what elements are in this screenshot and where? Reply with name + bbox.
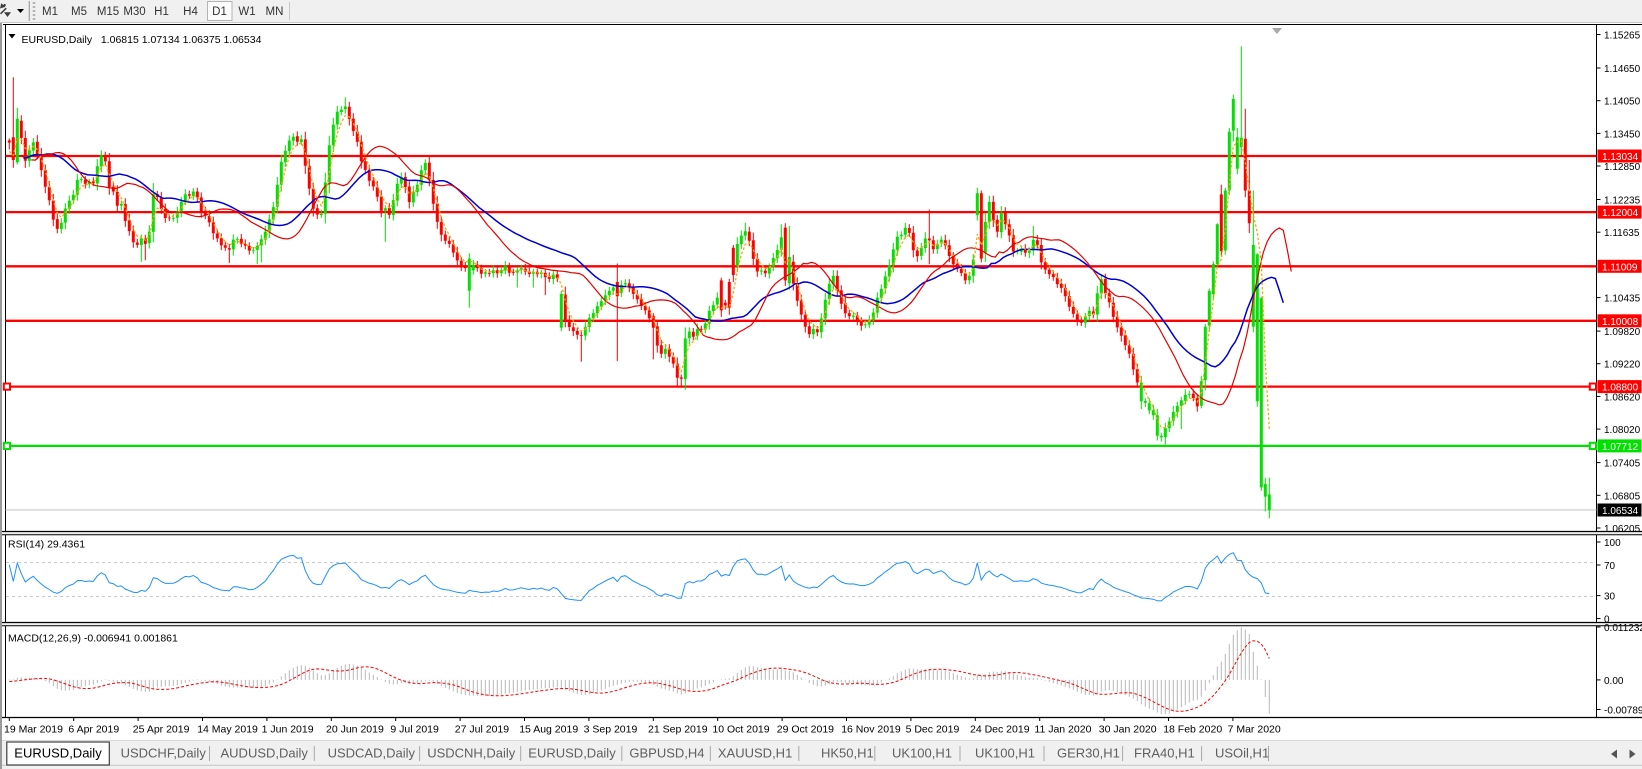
svg-text:1.07405: 1.07405 [1604,459,1641,470]
svg-text:GBPUSD,H4: GBPUSD,H4 [629,746,704,761]
svg-text:10 Oct 2019: 10 Oct 2019 [712,724,769,736]
svg-text:25 Apr 2019: 25 Apr 2019 [133,724,190,736]
svg-text:D1: D1 [212,6,227,18]
svg-text:M5: M5 [71,6,87,18]
svg-text:27 Jul 2019: 27 Jul 2019 [455,724,509,736]
svg-text:1.13034: 1.13034 [1602,152,1639,163]
svg-text:3 Sep 2019: 3 Sep 2019 [584,724,638,736]
svg-text:20 Jun 2019: 20 Jun 2019 [326,724,384,736]
svg-text:M1: M1 [42,6,58,18]
svg-text:1.07712: 1.07712 [1602,442,1639,453]
svg-text:1.08020: 1.08020 [1604,425,1641,436]
svg-text:MN: MN [266,6,284,18]
svg-text:18 Feb 2020: 18 Feb 2020 [1163,724,1222,736]
svg-text:24 Dec 2019: 24 Dec 2019 [970,724,1030,736]
svg-text:19 Mar 2019: 19 Mar 2019 [4,724,63,736]
svg-text:M30: M30 [123,6,145,18]
svg-text:70: 70 [1604,561,1616,572]
svg-text:7 Mar 2020: 7 Mar 2020 [1228,724,1281,736]
svg-text:1.13450: 1.13450 [1604,129,1641,140]
svg-text:AUDUSD,Daily: AUDUSD,Daily [221,746,309,761]
svg-text:1.12235: 1.12235 [1604,196,1641,207]
svg-text:1.12004: 1.12004 [1602,208,1639,219]
svg-text:1.08620: 1.08620 [1604,392,1641,403]
svg-text:-0.007894: -0.007894 [1604,706,1642,717]
svg-text:UK100,H1: UK100,H1 [975,746,1035,761]
svg-text:HK50,H1: HK50,H1 [821,746,874,761]
svg-text:USOil,H1: USOil,H1 [1215,746,1269,761]
svg-text:1.14050: 1.14050 [1604,97,1641,108]
svg-text:1.10435: 1.10435 [1604,294,1641,305]
svg-text:USDCHF,Daily: USDCHF,Daily [121,746,207,761]
svg-text:1.14650: 1.14650 [1604,64,1641,75]
svg-text:1.06805: 1.06805 [1604,491,1641,502]
svg-text:0: 0 [1604,615,1610,626]
svg-text:1.10008: 1.10008 [1602,317,1639,328]
svg-text:FRA40,H1: FRA40,H1 [1134,746,1195,761]
svg-text:1.06205: 1.06205 [1604,524,1641,535]
svg-text:1.15265: 1.15265 [1604,31,1641,42]
svg-text:H1: H1 [154,6,169,18]
svg-text:30 Jan 2020: 30 Jan 2020 [1099,724,1157,736]
svg-text:EURUSD,Daily: EURUSD,Daily [528,746,616,761]
svg-text:1.08800: 1.08800 [1602,383,1639,394]
svg-text:30: 30 [1604,592,1616,603]
svg-text:1.11635: 1.11635 [1604,228,1640,239]
svg-text:5 Dec 2019: 5 Dec 2019 [906,724,960,736]
svg-text:1.09220: 1.09220 [1604,360,1641,371]
svg-text:0.00: 0.00 [1604,676,1624,687]
svg-text:16 Nov 2019: 16 Nov 2019 [841,724,901,736]
svg-text:RSI(14) 29.4361: RSI(14) 29.4361 [8,539,85,551]
svg-text:15 Aug 2019: 15 Aug 2019 [519,724,578,736]
svg-text:1.11009: 1.11009 [1602,262,1638,273]
svg-text:100: 100 [1604,538,1621,549]
svg-text:9 Jul 2019: 9 Jul 2019 [390,724,439,736]
svg-text:0.011232: 0.011232 [1604,623,1642,634]
svg-text:GER30,H1: GER30,H1 [1057,746,1120,761]
svg-text:USDCAD,Daily: USDCAD,Daily [328,746,416,761]
svg-text:EURUSD,Daily 1.06815 1.07134: EURUSD,Daily 1.06815 1.07134 1.06375 1.0… [22,34,262,46]
svg-text:M15: M15 [97,6,119,18]
svg-text:MACD(12,26,9) -0.006941 0.0018: MACD(12,26,9) -0.006941 0.001861 [8,633,178,645]
svg-text:H4: H4 [183,6,198,18]
svg-text:29 Oct 2019: 29 Oct 2019 [777,724,834,736]
svg-text:1.06534: 1.06534 [1602,506,1639,517]
svg-text:UK100,H1: UK100,H1 [892,746,952,761]
svg-text:11 Jan 2020: 11 Jan 2020 [1034,724,1091,736]
svg-text:1.09820: 1.09820 [1604,327,1641,338]
svg-text:EURUSD,Daily: EURUSD,Daily [14,746,102,761]
svg-text:W1: W1 [238,6,255,18]
svg-text:USDCNH,Daily: USDCNH,Daily [427,746,516,761]
svg-text:1 Jun 2019: 1 Jun 2019 [262,724,314,736]
svg-text:6 Apr 2019: 6 Apr 2019 [68,724,119,736]
svg-text:14 May 2019: 14 May 2019 [197,724,258,736]
svg-text:1.12850: 1.12850 [1604,162,1641,173]
svg-text:21 Sep 2019: 21 Sep 2019 [648,724,708,736]
svg-text:XAUUSD,H1: XAUUSD,H1 [718,746,792,761]
